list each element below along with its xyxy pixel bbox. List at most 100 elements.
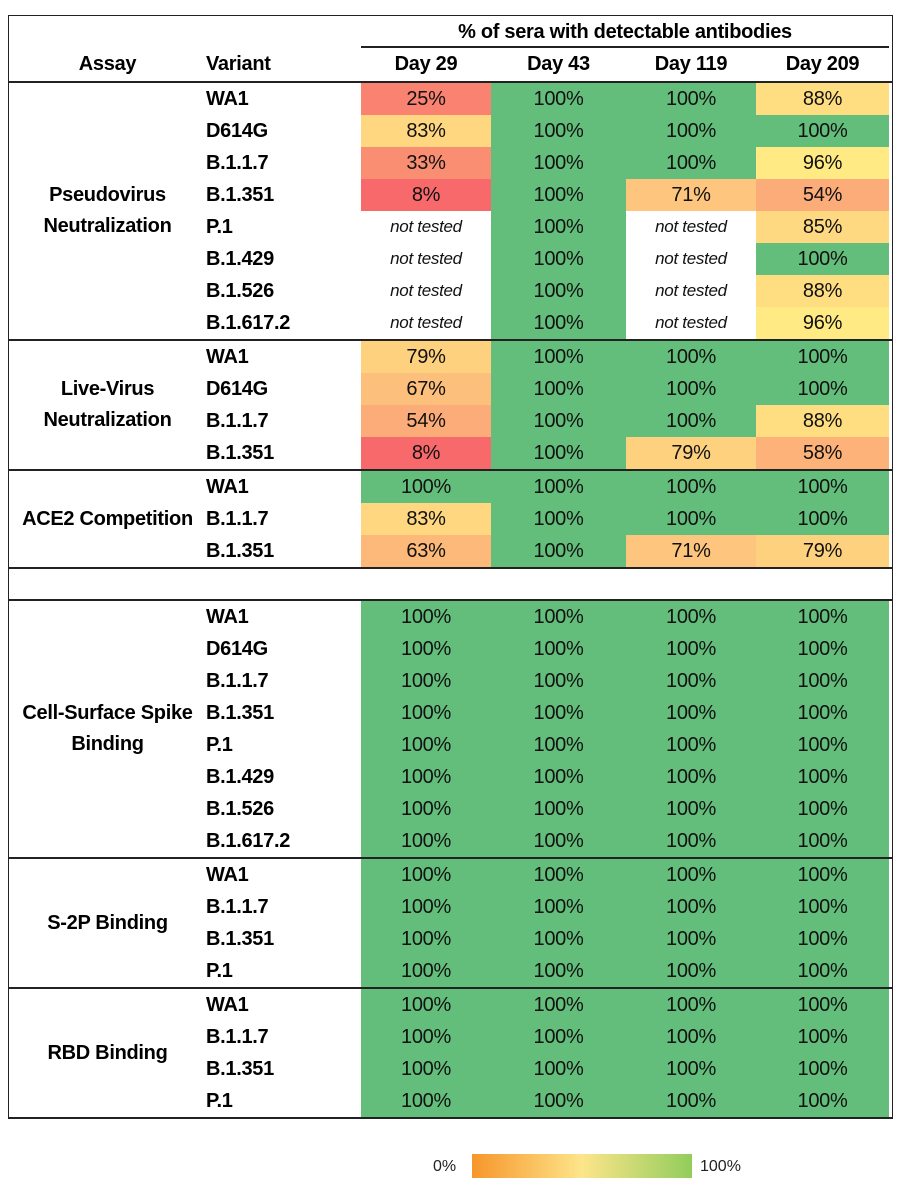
heatmap-cell: 100% [756, 665, 889, 697]
variant-name: D614G [206, 378, 268, 400]
heatmap-cell: 100% [756, 697, 889, 729]
col-header-day29: Day 29 [394, 53, 458, 75]
variant-name: WA1 [206, 346, 249, 368]
table-row: B.1.429 not tested 100% not tested 100% [206, 243, 892, 275]
table-row: WA1 100% 100% 100% 100% [206, 989, 892, 1021]
variant-name: B.1.1.7 [206, 152, 269, 174]
table-row: B.1.1.7 54% 100% 100% 88% [206, 405, 892, 437]
variant-name: P.1 [206, 1090, 233, 1112]
heatmap-cell: 100% [756, 503, 889, 535]
variant-name: B.1.1.7 [206, 670, 269, 692]
heatmap-cell: 100% [491, 1053, 626, 1085]
heatmap-cell: 100% [756, 471, 889, 503]
heatmap-cell: 100% [626, 341, 756, 373]
table-row: D614G 100% 100% 100% 100% [206, 633, 892, 665]
heatmap-cell: 100% [626, 373, 756, 405]
variant-name: B.1.429 [206, 766, 274, 788]
heatmap-cell: 100% [491, 859, 626, 891]
assay-group: Cell-Surface Spike Binding WA1 100% 100% 100… [9, 601, 892, 859]
heatmap-cell: 100% [491, 373, 626, 405]
heatmap-cell: 100% [626, 1021, 756, 1053]
heatmap-cell: 88% [756, 275, 889, 307]
heatmap-cell: 100% [626, 633, 756, 665]
heatmap-cell: 100% [756, 825, 889, 857]
variant-name: B.1.351 [206, 442, 274, 464]
assay-group [9, 569, 892, 601]
heatmap-cell: 100% [756, 1021, 889, 1053]
legend-gradient-bar [472, 1154, 692, 1178]
variant-name: B.1.429 [206, 248, 274, 270]
heatmap-cell: 100% [626, 989, 756, 1021]
heatmap-cell: 100% [756, 761, 889, 793]
heatmap-cell: 8% [361, 179, 491, 211]
heatmap-cell: 100% [491, 307, 626, 339]
assay-group: Live-Virus Neutralization WA1 79% 100% 100% 1… [9, 341, 892, 471]
heatmap-cell: 100% [626, 665, 756, 697]
heatmap-cell: 100% [626, 891, 756, 923]
table-row: B.1.351 63% 100% 71% 79% [206, 535, 892, 567]
assay-group: ACE2 Competition WA1 100% 100% 100% 100% B.1.1… [9, 471, 892, 569]
variant-name: B.1.617.2 [206, 830, 291, 852]
table-row: B.1.1.7 33% 100% 100% 96% [206, 147, 892, 179]
heatmap-cell: 100% [756, 373, 889, 405]
heatmap-cell: 96% [756, 147, 889, 179]
heatmap-cell: 100% [361, 601, 491, 633]
heatmap-cell: 100% [756, 341, 889, 373]
heatmap-cell: 100% [626, 1053, 756, 1085]
heatmap-cell: 100% [756, 729, 889, 761]
heatmap-cell: 100% [491, 243, 626, 275]
heatmap-cell: 100% [491, 405, 626, 437]
variant-name: WA1 [206, 864, 249, 886]
heatmap-cell: 100% [491, 83, 626, 115]
heatmap-cell: 83% [361, 503, 491, 535]
legend-max-label: 100% [700, 1158, 741, 1175]
variant-name: D614G [206, 120, 268, 142]
heatmap-cell: not tested [390, 281, 462, 300]
table-row: D614G 67% 100% 100% 100% [206, 373, 892, 405]
heatmap-cell: not tested [655, 249, 727, 268]
heatmap-cell: 100% [626, 601, 756, 633]
variant-name: WA1 [206, 994, 249, 1016]
heatmap-cell: 100% [756, 793, 889, 825]
antibody-table: % of sera with detectable antibodies Ass… [8, 15, 893, 1119]
heatmap-cell: 54% [756, 179, 889, 211]
col-header-day43: Day 43 [527, 53, 590, 75]
table-row: WA1 25% 100% 100% 88% [206, 83, 892, 115]
table-row: P.1 100% 100% 100% 100% [206, 729, 892, 761]
heatmap-cell: 100% [626, 729, 756, 761]
heatmap-cell: 100% [491, 437, 626, 469]
variant-name: B.1.351 [206, 540, 274, 562]
heatmap-cell: 25% [361, 83, 491, 115]
heatmap-cell: 63% [361, 535, 491, 567]
assay-group: Pseudovirus Neutralization WA1 25% 100% 100%… [9, 83, 892, 341]
variant-name: B.1.351 [206, 702, 274, 724]
heatmap-cell: 100% [626, 83, 756, 115]
heatmap-cell: 100% [491, 115, 626, 147]
table-row: D614G 83% 100% 100% 100% [206, 115, 892, 147]
heatmap-cell: 100% [756, 989, 889, 1021]
table-row: B.1.351 8% 100% 79% 58% [206, 437, 892, 469]
table-row: B.1.1.7 100% 100% 100% 100% [206, 1021, 892, 1053]
heatmap-cell: 100% [491, 633, 626, 665]
table-row: WA1 79% 100% 100% 100% [206, 341, 892, 373]
heatmap-cell: 100% [491, 503, 626, 535]
heatmap-cell: 100% [361, 955, 491, 987]
header-row-columns: Assay Variant Day 29 Day 43 Day 119 Day … [9, 48, 892, 83]
heatmap-cell: 100% [491, 341, 626, 373]
table-row: B.1.1.7 83% 100% 100% 100% [206, 503, 892, 535]
heatmap-cell: 100% [626, 761, 756, 793]
heatmap-cell: 100% [491, 1085, 626, 1117]
heatmap-cell: not tested [655, 313, 727, 332]
heatmap-cell: 100% [756, 243, 889, 275]
table-row: P.1 not tested 100% not tested 85% [206, 211, 892, 243]
table-row: B.1.526 not tested 100% not tested 88% [206, 275, 892, 307]
variant-name: B.1.351 [206, 928, 274, 950]
heatmap-cell: 100% [361, 923, 491, 955]
table-row: WA1 100% 100% 100% 100% [206, 471, 892, 503]
variant-name: P.1 [206, 216, 233, 238]
heatmap-cell: 100% [361, 825, 491, 857]
heatmap-cell: 71% [626, 535, 756, 567]
table-row: B.1.351 100% 100% 100% 100% [206, 923, 892, 955]
heatmap-cell: 100% [361, 1021, 491, 1053]
heatmap-cell: not tested [390, 217, 462, 236]
